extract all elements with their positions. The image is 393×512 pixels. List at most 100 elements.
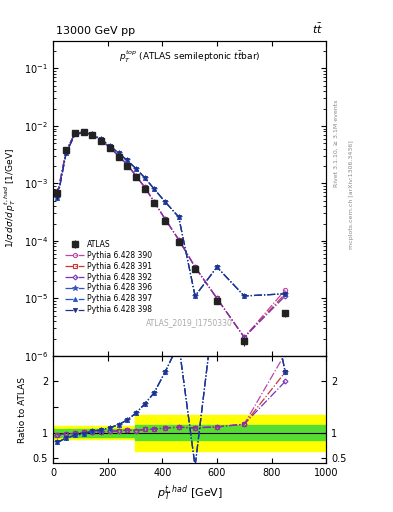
Pythia 6.428 396 xyxy=(283,291,288,297)
Pythia 6.428 392 xyxy=(152,199,156,205)
Pythia 6.428 391 xyxy=(134,173,138,179)
Pythia 6.428 396 xyxy=(108,143,112,149)
Pythia 6.428 398 xyxy=(176,214,181,220)
Pythia 6.428 391 xyxy=(90,132,95,138)
Pythia 6.428 392 xyxy=(215,295,219,302)
Pythia 6.428 392 xyxy=(64,147,68,154)
Pythia 6.428 397 xyxy=(193,293,197,299)
Pythia 6.428 391 xyxy=(163,216,167,222)
Pythia 6.428 398 xyxy=(242,293,247,299)
Pythia 6.428 391 xyxy=(143,184,147,190)
Pythia 6.428 390 xyxy=(283,287,288,293)
Pythia 6.428 397 xyxy=(143,175,147,181)
Pythia 6.428 397 xyxy=(163,199,167,205)
Pythia 6.428 392 xyxy=(108,144,112,151)
Pythia 6.428 391 xyxy=(55,191,60,197)
Pythia 6.428 398 xyxy=(193,293,197,299)
Pythia 6.428 390 xyxy=(125,162,130,168)
Pythia 6.428 396 xyxy=(176,214,181,220)
Line: Pythia 6.428 391: Pythia 6.428 391 xyxy=(55,130,287,339)
Text: mcplots.cern.ch [arXiv:1306.3436]: mcplots.cern.ch [arXiv:1306.3436] xyxy=(349,140,354,249)
Pythia 6.428 390 xyxy=(134,173,138,179)
Pythia 6.428 390 xyxy=(116,153,121,159)
Pythia 6.428 397 xyxy=(73,132,77,138)
Y-axis label: $1 / \sigma\, d\sigma / d\, p_T^{t,had}$ [1/GeV]: $1 / \sigma\, d\sigma / d\, p_T^{t,had}$… xyxy=(3,148,18,248)
Pythia 6.428 390 xyxy=(242,334,247,340)
Line: Pythia 6.428 392: Pythia 6.428 392 xyxy=(56,130,287,339)
Line: Pythia 6.428 398: Pythia 6.428 398 xyxy=(55,131,287,298)
Pythia 6.428 396 xyxy=(134,165,138,172)
Pythia 6.428 390 xyxy=(108,144,112,151)
Pythia 6.428 392 xyxy=(143,184,147,190)
Pythia 6.428 398 xyxy=(163,199,167,205)
Pythia 6.428 392 xyxy=(163,216,167,222)
Pythia 6.428 390 xyxy=(215,295,219,302)
Pythia 6.428 397 xyxy=(55,195,60,201)
Pythia 6.428 392 xyxy=(55,191,60,197)
Legend: ATLAS, Pythia 6.428 390, Pythia 6.428 391, Pythia 6.428 392, Pythia 6.428 396, P: ATLAS, Pythia 6.428 390, Pythia 6.428 39… xyxy=(65,240,152,314)
Text: $t\bar{t}$: $t\bar{t}$ xyxy=(312,22,323,36)
Pythia 6.428 396 xyxy=(64,150,68,156)
Pythia 6.428 391 xyxy=(99,137,103,143)
Pythia 6.428 390 xyxy=(73,131,77,137)
Pythia 6.428 392 xyxy=(134,173,138,179)
Pythia 6.428 392 xyxy=(73,131,77,137)
Text: ATLAS_2019_I1750330: ATLAS_2019_I1750330 xyxy=(146,318,233,328)
Pythia 6.428 392 xyxy=(283,293,288,299)
Pythia 6.428 391 xyxy=(283,291,288,297)
Pythia 6.428 396 xyxy=(152,186,156,192)
Line: Pythia 6.428 397: Pythia 6.428 397 xyxy=(55,131,287,298)
Pythia 6.428 397 xyxy=(108,143,112,149)
Pythia 6.428 398 xyxy=(108,143,112,149)
Pythia 6.428 390 xyxy=(193,264,197,270)
Pythia 6.428 398 xyxy=(116,150,121,156)
Text: Rivet 3.1.10, ≥ 3.1M events: Rivet 3.1.10, ≥ 3.1M events xyxy=(334,100,338,187)
Pythia 6.428 391 xyxy=(125,162,130,168)
Pythia 6.428 398 xyxy=(73,132,77,138)
Pythia 6.428 392 xyxy=(90,132,95,138)
Pythia 6.428 392 xyxy=(116,153,121,159)
Pythia 6.428 397 xyxy=(90,132,95,138)
X-axis label: $p_T^{t,had}$ [GeV]: $p_T^{t,had}$ [GeV] xyxy=(157,484,222,504)
Pythia 6.428 391 xyxy=(108,144,112,151)
Pythia 6.428 396 xyxy=(143,175,147,181)
Pythia 6.428 397 xyxy=(116,150,121,156)
Pythia 6.428 391 xyxy=(81,129,86,135)
Pythia 6.428 396 xyxy=(242,293,247,299)
Pythia 6.428 397 xyxy=(81,130,86,136)
Pythia 6.428 391 xyxy=(193,264,197,270)
Pythia 6.428 398 xyxy=(90,132,95,138)
Pythia 6.428 390 xyxy=(81,129,86,135)
Pythia 6.428 392 xyxy=(176,237,181,243)
Pythia 6.428 396 xyxy=(163,199,167,205)
Pythia 6.428 392 xyxy=(242,334,247,340)
Pythia 6.428 397 xyxy=(125,157,130,163)
Pythia 6.428 398 xyxy=(64,150,68,156)
Pythia 6.428 390 xyxy=(163,216,167,222)
Pythia 6.428 396 xyxy=(81,130,86,136)
Pythia 6.428 396 xyxy=(73,132,77,138)
Pythia 6.428 398 xyxy=(283,291,288,297)
Pythia 6.428 397 xyxy=(134,165,138,172)
Pythia 6.428 390 xyxy=(99,137,103,143)
Pythia 6.428 396 xyxy=(193,293,197,299)
Pythia 6.428 398 xyxy=(99,136,103,142)
Pythia 6.428 398 xyxy=(134,165,138,172)
Pythia 6.428 396 xyxy=(215,264,219,270)
Pythia 6.428 396 xyxy=(99,136,103,142)
Pythia 6.428 398 xyxy=(81,130,86,136)
Pythia 6.428 396 xyxy=(125,157,130,163)
Pythia 6.428 398 xyxy=(215,264,219,270)
Pythia 6.428 392 xyxy=(99,137,103,143)
Text: 13000 GeV pp: 13000 GeV pp xyxy=(56,26,135,36)
Pythia 6.428 392 xyxy=(81,129,86,135)
Pythia 6.428 391 xyxy=(176,237,181,243)
Pythia 6.428 398 xyxy=(143,175,147,181)
Pythia 6.428 390 xyxy=(64,147,68,154)
Pythia 6.428 397 xyxy=(215,264,219,270)
Pythia 6.428 397 xyxy=(152,186,156,192)
Pythia 6.428 398 xyxy=(55,195,60,201)
Pythia 6.428 396 xyxy=(55,195,60,201)
Y-axis label: Ratio to ATLAS: Ratio to ATLAS xyxy=(18,377,27,442)
Pythia 6.428 391 xyxy=(152,199,156,205)
